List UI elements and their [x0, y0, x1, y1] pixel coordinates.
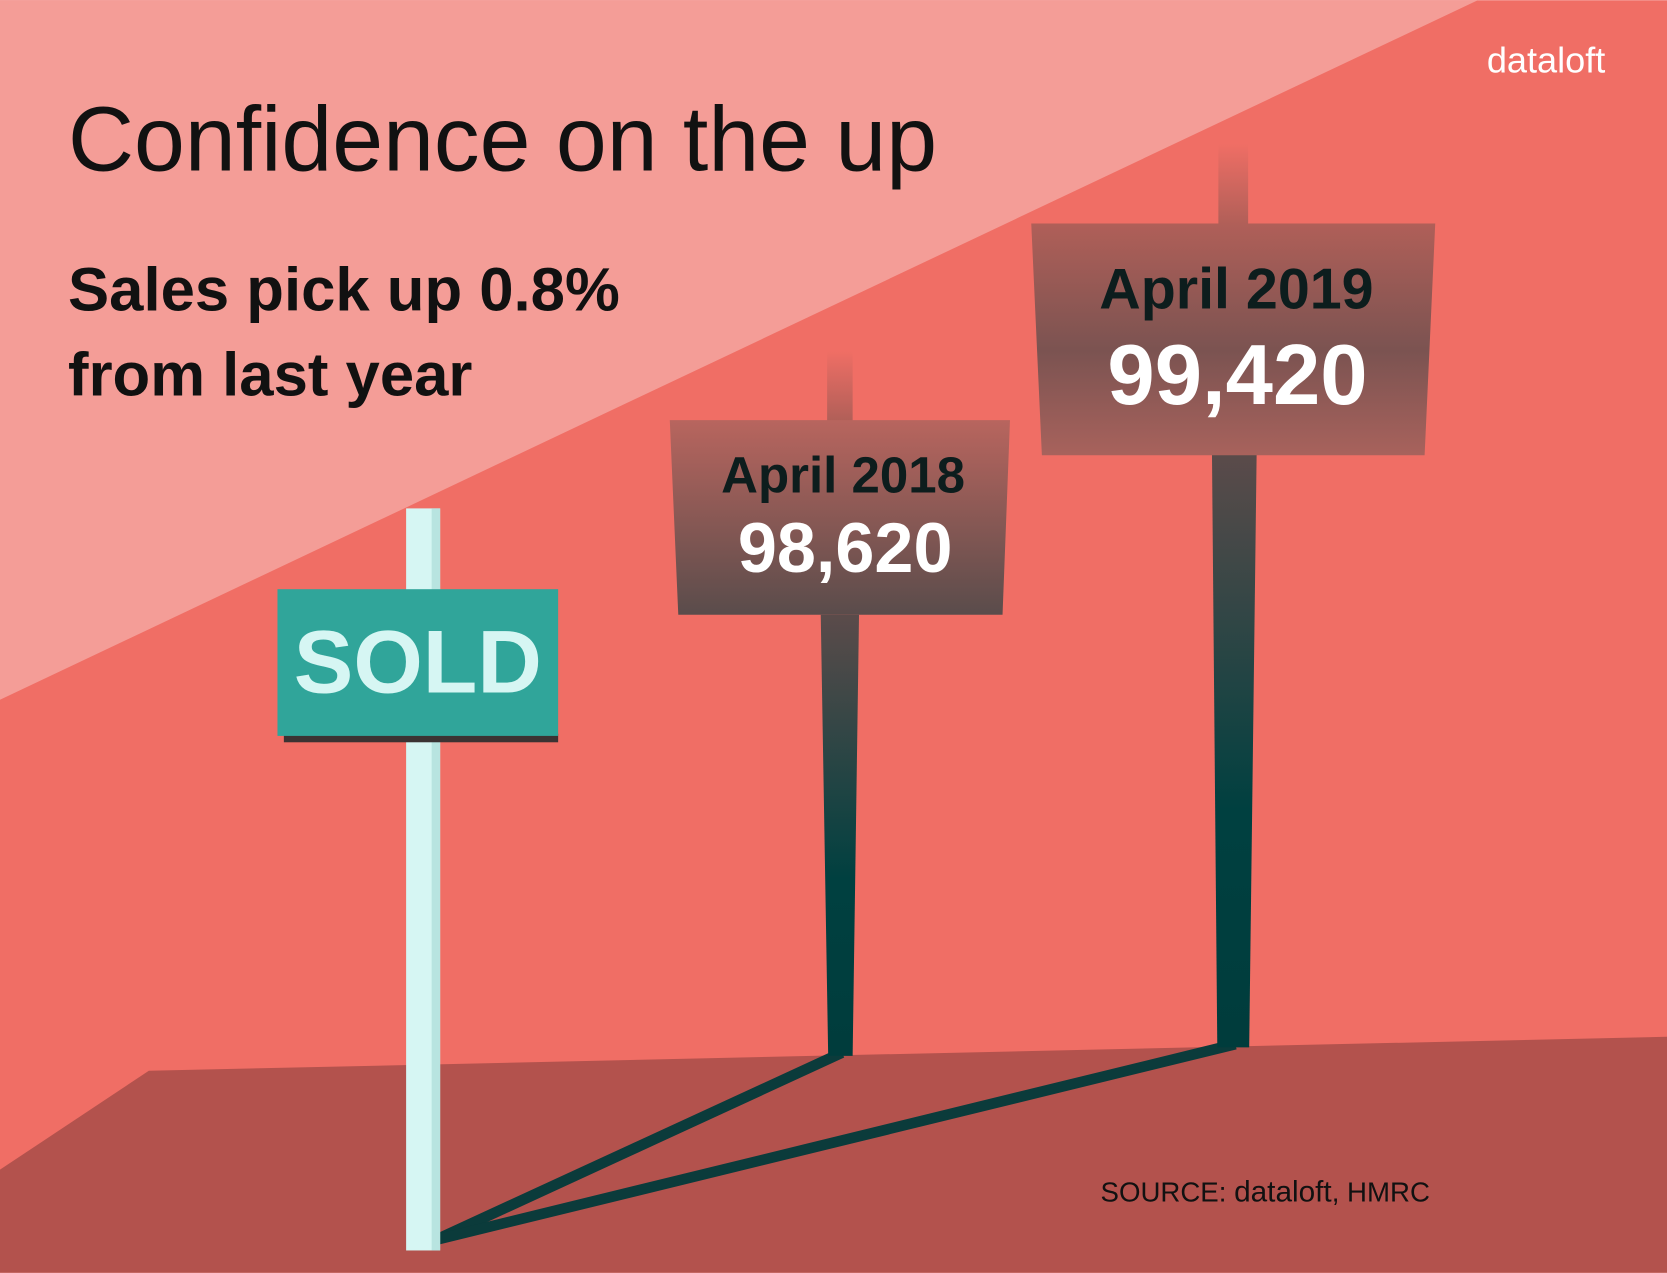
source-suffix: , HMRC — [1332, 1177, 1430, 1208]
sign-value: 98,620 — [738, 508, 953, 587]
shadow-post — [820, 614, 860, 1056]
shadow-sign — [669, 420, 1010, 615]
sold-post-side — [431, 508, 441, 1251]
sign-value: 99,420 — [1107, 328, 1367, 423]
sold-text: SOLD — [294, 611, 542, 711]
post-stub — [827, 351, 853, 422]
source-prefix: SOURCE: — [1101, 1177, 1227, 1208]
sold-sign-shadow — [283, 733, 559, 743]
sign-label: April 2019 — [1099, 258, 1373, 322]
shadow-line — [434, 1039, 1237, 1245]
sign-label: April 2018 — [721, 446, 965, 503]
source-brand: dataloft — [1234, 1176, 1332, 1209]
shadow-sign — [1031, 223, 1436, 456]
subtitle: from last year — [68, 341, 472, 410]
title: Confidence on the up — [68, 88, 937, 190]
post-stub — [1218, 143, 1249, 225]
ground — [0, 1036, 1667, 1273]
subtitle: Sales pick up 0.8% — [68, 256, 620, 325]
source: SOURCE: dataloft, HMRC — [1101, 1176, 1430, 1209]
shadow-line — [433, 1047, 845, 1245]
sky-band — [0, 0, 1478, 700]
sold-sign — [277, 589, 559, 736]
brand-logo: dataloft — [1487, 40, 1606, 81]
shadow-post — [1211, 454, 1257, 1048]
